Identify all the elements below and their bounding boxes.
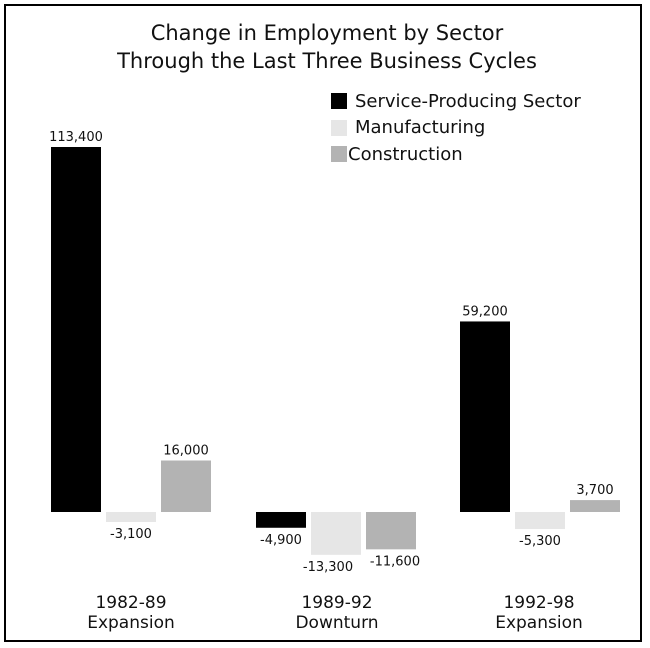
category-label-3-line-1: 1992-98	[503, 593, 574, 613]
value-label-series2-cat1: -3,100	[110, 527, 152, 542]
chart-title: Change in Employment by Sector Through t…	[116, 21, 537, 73]
category-label-2-line-2: Downturn	[295, 613, 378, 633]
bar-series3-cat2	[366, 512, 416, 550]
legend-swatch-2	[331, 120, 347, 136]
bar-series1-cat3	[460, 321, 510, 512]
value-label-series3-cat2: -11,600	[370, 554, 420, 569]
bar-series2-cat1	[106, 512, 156, 522]
chart-title-line-1: Change in Employment by Sector	[151, 21, 504, 45]
legend-swatch-3	[331, 146, 347, 162]
legend-swatch-1	[331, 93, 347, 109]
value-labels: 113,400 -4,900 59,200 -3,100 -13,300 -5,300 16…	[49, 130, 613, 575]
bar-series3-cat3	[570, 500, 620, 512]
legend: Service-Producing Sector Manufacturing Con…	[331, 91, 581, 165]
legend-label-1: Service-Producing Sector	[355, 91, 581, 112]
bar-series2-cat3	[515, 512, 565, 530]
category-label-1-line-2: Expansion	[87, 613, 175, 633]
legend-label-3: Construction	[348, 144, 463, 165]
chart-title-line-2: Through the Last Three Business Cycles	[116, 49, 537, 73]
bars	[51, 147, 620, 555]
category-label-3-line-2: Expansion	[495, 613, 583, 633]
bar-series1-cat1	[51, 147, 101, 512]
bar-series2-cat2	[311, 512, 361, 555]
value-label-series2-cat3: -5,300	[519, 534, 561, 549]
bar-series3-cat1	[161, 460, 211, 512]
value-label-series3-cat1: 16,000	[163, 444, 209, 459]
value-label-series3-cat3: 3,700	[576, 483, 613, 498]
value-label-series1-cat1: 113,400	[49, 130, 103, 145]
value-label-series1-cat3: 59,200	[462, 304, 508, 319]
category-label-1-line-1: 1982-89	[95, 593, 166, 613]
category-label-2-line-1: 1989-92	[301, 593, 372, 613]
value-label-series2-cat2: -13,300	[303, 560, 353, 575]
category-labels: 1982-89Expansion1989-92Downturn1992-98Ex…	[87, 593, 583, 633]
value-label-series1-cat2: -4,900	[260, 533, 302, 548]
legend-label-2: Manufacturing	[355, 117, 485, 138]
bar-series1-cat2	[256, 512, 306, 528]
